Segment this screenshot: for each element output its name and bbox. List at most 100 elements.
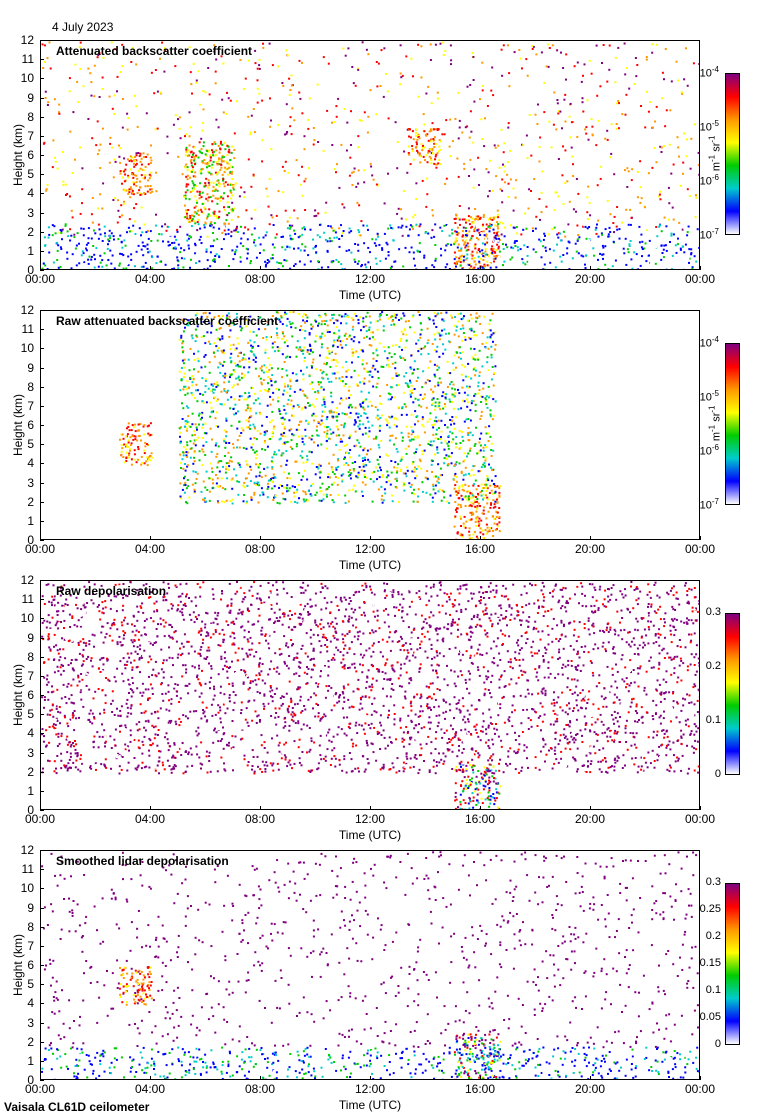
feature-mark bbox=[638, 241, 641, 244]
speckle-mark bbox=[47, 101, 50, 104]
feature-mark bbox=[286, 490, 289, 493]
feature-mark bbox=[236, 427, 239, 430]
feature-mark bbox=[280, 433, 283, 436]
feature-mark bbox=[106, 268, 109, 269]
feature-mark bbox=[320, 323, 323, 326]
speckle-mark bbox=[397, 207, 400, 210]
feature-mark bbox=[305, 366, 308, 369]
speckle-mark bbox=[639, 186, 642, 189]
speckle-mark bbox=[595, 144, 598, 147]
feature-mark bbox=[197, 223, 200, 226]
feature-mark bbox=[137, 458, 140, 461]
feature-mark bbox=[393, 323, 396, 326]
y-tick-label: 11 bbox=[21, 52, 34, 67]
feature-mark bbox=[485, 532, 488, 535]
feature-mark bbox=[433, 266, 436, 269]
speckle-mark bbox=[65, 194, 67, 196]
feature-mark bbox=[243, 353, 246, 356]
feature-mark bbox=[395, 374, 398, 377]
feature-mark bbox=[304, 469, 306, 472]
feature-mark bbox=[463, 496, 466, 499]
feature-mark bbox=[689, 257, 692, 260]
feature-mark bbox=[146, 425, 149, 428]
feature-mark bbox=[430, 388, 433, 391]
feature-mark bbox=[462, 478, 465, 481]
feature-mark bbox=[289, 234, 292, 237]
feature-mark bbox=[350, 376, 353, 379]
feature-mark bbox=[366, 449, 369, 452]
feature-mark bbox=[422, 155, 425, 158]
speckle-mark bbox=[550, 146, 553, 149]
feature-mark bbox=[251, 238, 254, 241]
feature-mark bbox=[127, 192, 130, 195]
feature-mark bbox=[453, 262, 456, 265]
feature-mark bbox=[150, 240, 153, 242]
feature-mark bbox=[488, 218, 490, 221]
speckle-mark bbox=[46, 184, 49, 187]
feature-mark bbox=[144, 441, 147, 444]
feature-mark bbox=[438, 377, 441, 380]
feature-mark bbox=[473, 260, 476, 263]
feature-mark bbox=[193, 433, 196, 436]
feature-mark bbox=[413, 368, 416, 371]
feature-mark bbox=[232, 408, 235, 410]
feature-mark bbox=[482, 512, 485, 515]
feature-mark bbox=[489, 435, 492, 438]
feature-mark bbox=[281, 485, 284, 487]
feature-mark bbox=[490, 502, 493, 505]
feature-mark bbox=[265, 263, 268, 266]
feature-mark bbox=[444, 249, 447, 252]
speckle-mark bbox=[651, 43, 654, 46]
feature-mark bbox=[466, 253, 469, 256]
feature-mark bbox=[324, 314, 327, 317]
speckle-mark bbox=[597, 119, 600, 122]
feature-mark bbox=[398, 248, 401, 251]
feature-mark bbox=[242, 357, 245, 360]
feature-mark bbox=[135, 461, 138, 464]
feature-mark bbox=[243, 494, 246, 496]
feature-mark bbox=[217, 315, 220, 317]
speckle-mark bbox=[463, 162, 466, 165]
feature-mark bbox=[232, 258, 235, 261]
speckle-mark bbox=[570, 121, 573, 124]
feature-mark bbox=[596, 223, 598, 226]
speckle-mark bbox=[700, 145, 701, 147]
feature-mark bbox=[386, 384, 389, 386]
feature-mark bbox=[461, 239, 464, 242]
feature-mark bbox=[326, 488, 329, 490]
speckle-mark bbox=[457, 137, 460, 140]
speckle-mark bbox=[655, 226, 658, 228]
feature-mark bbox=[46, 268, 49, 269]
feature-mark bbox=[231, 170, 233, 173]
feature-mark bbox=[248, 319, 251, 322]
feature-mark bbox=[182, 266, 185, 269]
feature-mark bbox=[453, 395, 456, 398]
feature-mark bbox=[382, 366, 385, 368]
speckle-mark bbox=[624, 169, 626, 172]
feature-mark bbox=[360, 469, 363, 472]
feature-mark bbox=[215, 482, 218, 485]
speckle-mark bbox=[653, 147, 656, 150]
feature-mark bbox=[391, 415, 394, 418]
feature-mark bbox=[474, 227, 477, 230]
feature-mark bbox=[511, 256, 514, 259]
feature-mark bbox=[421, 418, 424, 421]
speckle-mark bbox=[472, 79, 475, 81]
feature-mark bbox=[466, 268, 469, 269]
feature-mark bbox=[174, 247, 177, 250]
feature-mark bbox=[411, 392, 413, 394]
feature-mark bbox=[455, 329, 458, 332]
feature-mark bbox=[468, 474, 471, 477]
feature-mark bbox=[251, 345, 254, 348]
feature-mark bbox=[328, 352, 331, 355]
feature-mark bbox=[326, 330, 329, 333]
y-tick-mark bbox=[40, 231, 44, 233]
feature-mark bbox=[222, 179, 225, 182]
speckle-mark bbox=[343, 206, 346, 209]
feature-mark bbox=[120, 444, 123, 447]
feature-mark bbox=[388, 439, 391, 442]
feature-mark bbox=[415, 128, 418, 131]
feature-mark bbox=[394, 461, 397, 464]
speckle-mark bbox=[71, 172, 74, 174]
speckle-mark bbox=[256, 101, 259, 104]
